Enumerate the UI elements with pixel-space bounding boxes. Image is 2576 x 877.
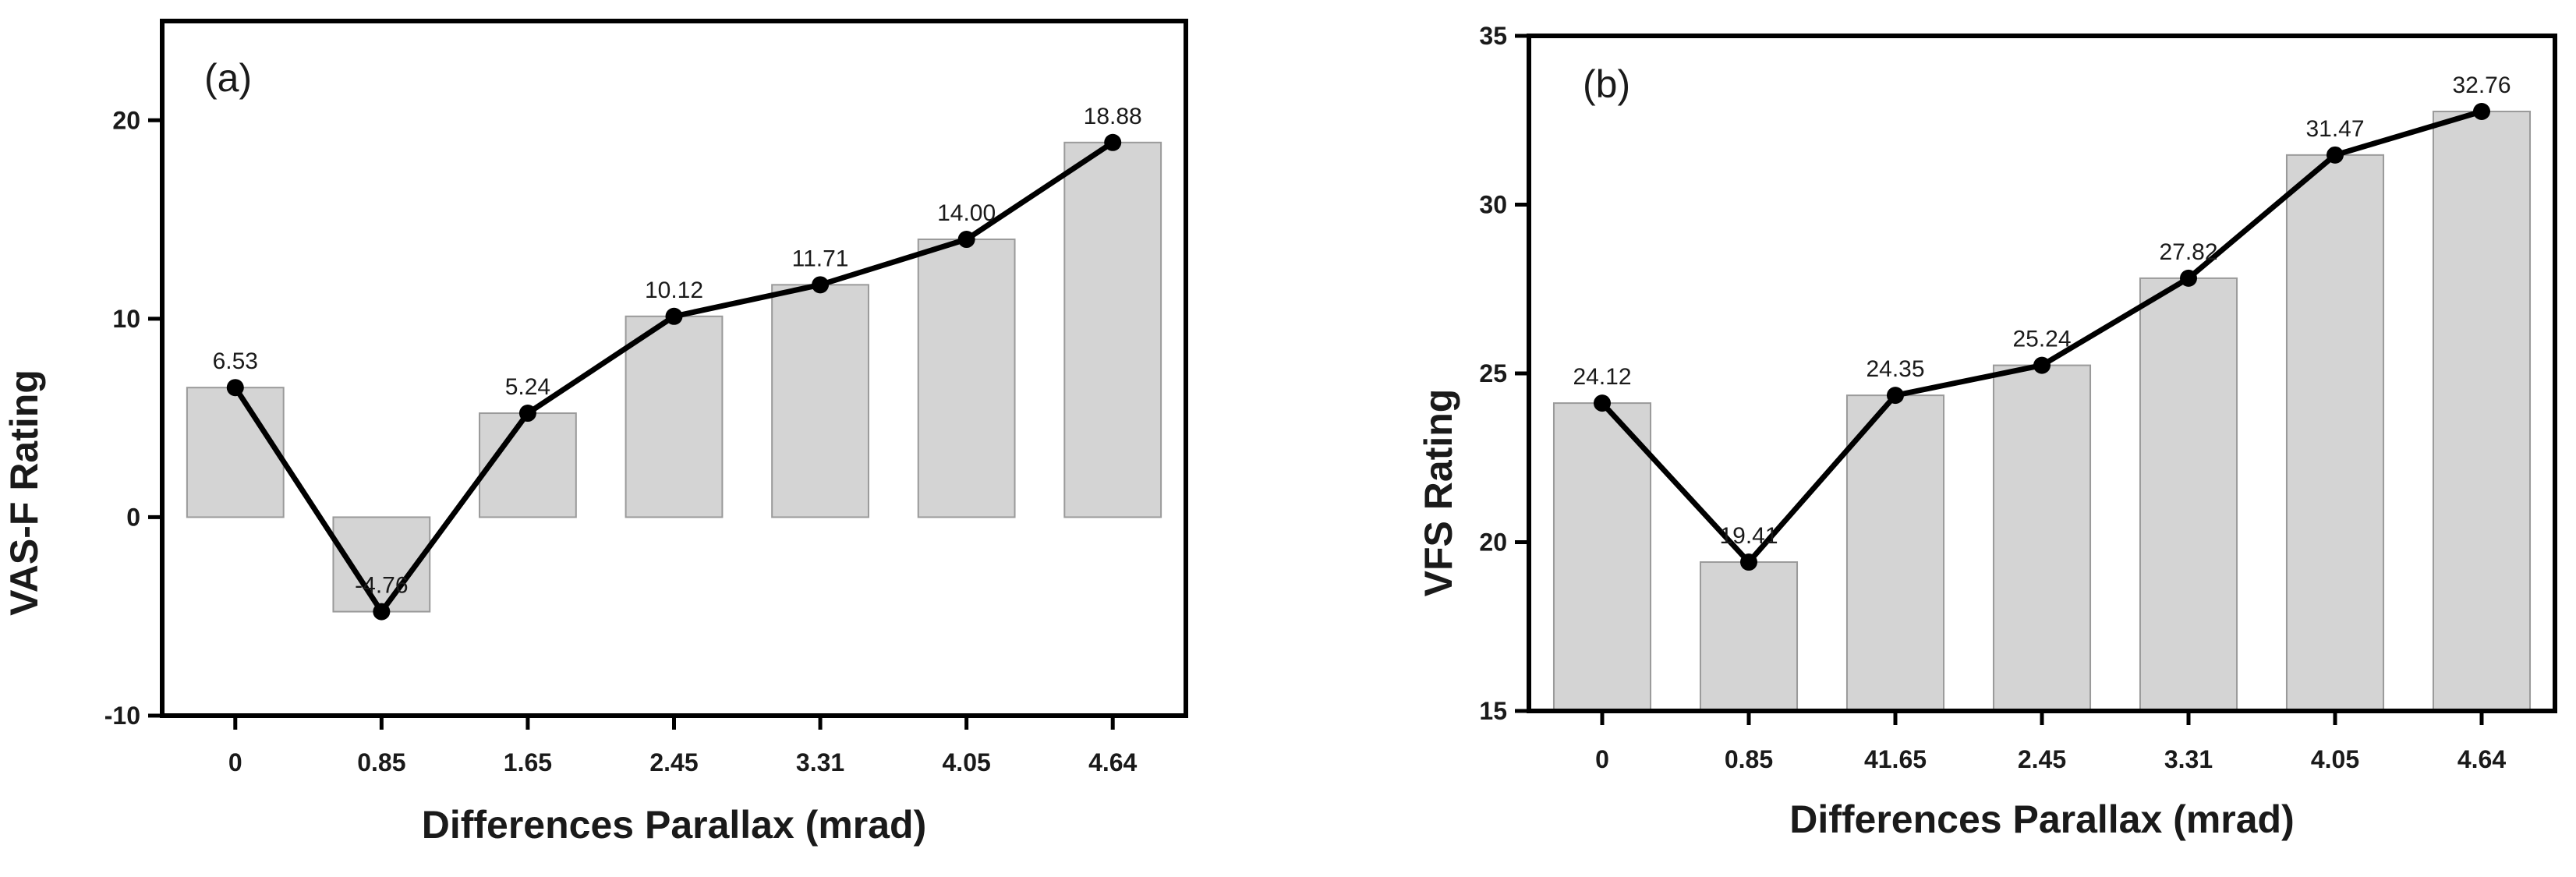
bar [1992, 364, 2092, 712]
bar [2432, 110, 2532, 712]
panel-label: (b) [1583, 62, 1630, 106]
data-label: 24.12 [1573, 364, 1631, 390]
x-tick-label: 0 [1595, 745, 1609, 773]
data-label: 27.82 [2159, 239, 2217, 265]
data-label: 25.24 [2012, 327, 2071, 352]
data-label: -4.76 [355, 573, 408, 599]
y-tick-label: -10 [104, 702, 140, 730]
line-point [226, 379, 244, 397]
x-tick-label: 41.65 [1864, 745, 1927, 773]
bar [2285, 154, 2385, 712]
bar [186, 387, 285, 518]
y-tick-label: 20 [1479, 529, 1507, 557]
data-label: 31.47 [2305, 116, 2364, 142]
line-point [2180, 269, 2197, 287]
x-tick-label: 3.31 [2164, 745, 2213, 773]
data-label: 18.88 [1084, 104, 1142, 129]
line-point [1887, 387, 1904, 405]
line-point [1740, 553, 1757, 571]
x-axis-title: Differences Parallax (mrad) [422, 803, 927, 847]
line-point [2327, 146, 2344, 164]
x-tick-label: 0 [228, 748, 242, 776]
line-point [518, 405, 536, 423]
panel-label: (a) [204, 56, 252, 100]
y-tick-label: 15 [1479, 697, 1507, 725]
x-tick-label: 4.05 [2311, 745, 2359, 773]
line-point [665, 307, 683, 325]
x-tick-label: 4.05 [943, 748, 991, 776]
line-point [812, 276, 830, 294]
y-tick-label: 30 [1479, 191, 1507, 219]
y-axis-title: VAS-F Rating [2, 370, 46, 616]
data-label: 32.76 [2452, 72, 2511, 98]
data-label: 10.12 [645, 278, 703, 303]
x-tick-label: 3.31 [796, 748, 844, 776]
x-tick-label: 2.45 [2018, 745, 2066, 773]
y-tick-label: 0 [126, 503, 140, 531]
data-label: 24.35 [1866, 356, 1924, 382]
line-point [1594, 394, 1611, 412]
x-tick-label: 0.85 [357, 748, 405, 776]
x-tick-label: 4.64 [1088, 748, 1137, 776]
data-label: 14.00 [937, 200, 996, 226]
line-point [2473, 102, 2490, 120]
data-label: 19.41 [1719, 523, 1778, 549]
y-axis-title: VFS Rating [1417, 389, 1460, 597]
x-tick-label: 2.45 [649, 748, 698, 776]
line-point [957, 231, 975, 249]
bar [1845, 394, 1945, 712]
data-label: 5.24 [505, 374, 550, 400]
x-tick-label: 4.64 [2457, 745, 2506, 773]
data-label: 6.53 [213, 348, 258, 374]
bar [1063, 141, 1162, 518]
y-tick-label: 35 [1479, 22, 1507, 50]
line-point [2033, 356, 2051, 374]
bar [771, 284, 869, 518]
panel-a-chart: -10 0 10 20 0 0.85 1.65 2.45 3.31 4.05 4.64 6.53 -4.… [2, 19, 1188, 847]
bar [479, 412, 577, 518]
bar [917, 239, 1016, 518]
y-tick-label: 20 [112, 106, 140, 134]
y-tick-label: 10 [112, 305, 140, 333]
bar [625, 315, 724, 518]
y-tick-label: 25 [1479, 359, 1507, 387]
x-tick-label: 0.85 [1725, 745, 1773, 773]
x-tick-label: 1.65 [504, 748, 552, 776]
bar [2139, 277, 2238, 713]
bar [1699, 561, 1799, 712]
line-point [373, 603, 391, 621]
x-axis-title: Differences Parallax (mrad) [1789, 797, 2295, 841]
data-label: 11.71 [792, 246, 849, 271]
panel-b-chart: 15 20 25 30 35 0 0.85 41.65 2.45 3.31 4.05 4.64 24.1… [1417, 22, 2557, 841]
bar [1552, 402, 1652, 712]
line-point [1104, 133, 1122, 151]
